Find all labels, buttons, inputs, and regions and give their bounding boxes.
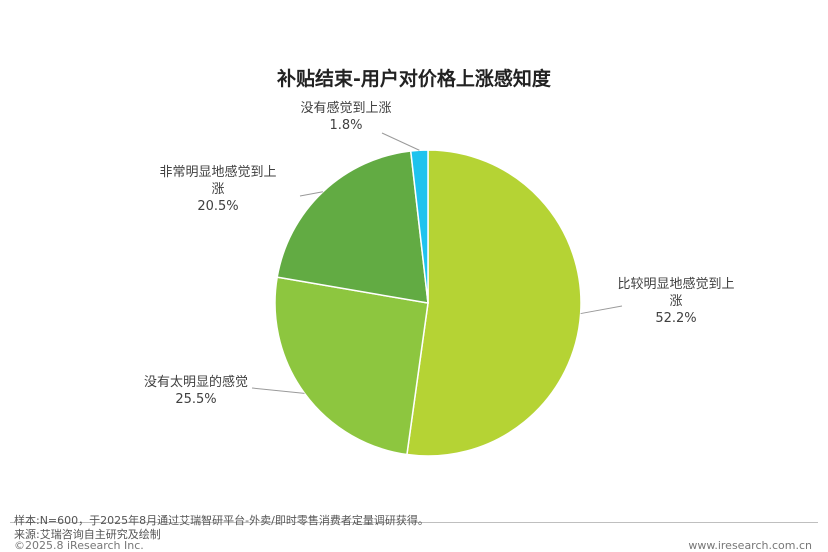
slice-label-line: 涨 [669, 294, 682, 309]
chart-title: 补贴结束-用户对价格上涨感知度 [277, 67, 552, 90]
pie-slice [276, 150, 429, 304]
slice-label: 没有太明显的感觉 25.5% [144, 374, 248, 407]
slice-value: 25.5% [175, 392, 216, 407]
slice-value: 1.8% [329, 118, 362, 133]
slice-label: 非常明显地感觉到上涨 20.5% [159, 164, 276, 214]
leader-line [299, 191, 324, 197]
pie-slice [274, 276, 429, 456]
leader-line [381, 132, 420, 151]
pie-slices [274, 149, 582, 457]
source-note: 来源:艾瑞咨询自主研究及绘制 [14, 528, 161, 541]
copyright: ©2025.8 iResearch Inc. [14, 539, 144, 552]
slice-value: 52.2% [655, 311, 696, 326]
leader-lines [251, 132, 623, 394]
pie-slice [406, 149, 582, 457]
footer-divider [10, 522, 818, 523]
slice-label-line: 没有太明显的感觉 [144, 374, 248, 390]
slice-label: 没有感觉到上涨 1.8% [300, 100, 391, 133]
leader-line [580, 305, 623, 315]
website-link[interactable]: www.iresearch.com.cn [688, 539, 812, 552]
slice-labels: 比较明显地感觉到上涨 52.2%没有太明显的感觉 25.5%非常明显地感觉到上涨 20… [144, 100, 735, 407]
slice-label: 比较明显地感觉到上涨 52.2% [617, 276, 734, 326]
leader-line [251, 387, 305, 394]
slice-label-line: 没有感觉到上涨 [300, 100, 391, 116]
slice-label-line: 涨 [211, 182, 224, 197]
pie-chart: 补贴结束-用户对价格上涨感知度 比较明显地感觉到上涨 52.2%没有太明显的感觉 2… [144, 67, 735, 457]
slice-label-line: 非常明显地感觉到上 [159, 164, 276, 180]
footer: 样本:N=600，于2025年8月通过艾瑞智研平台-外卖/即时零售消费者定量调研… [0, 512, 828, 552]
slice-label-line: 比较明显地感觉到上 [617, 276, 734, 292]
slice-value: 20.5% [197, 199, 238, 214]
sample-note: 样本:N=600，于2025年8月通过艾瑞智研平台-外卖/即时零售消费者定量调研… [14, 514, 429, 527]
